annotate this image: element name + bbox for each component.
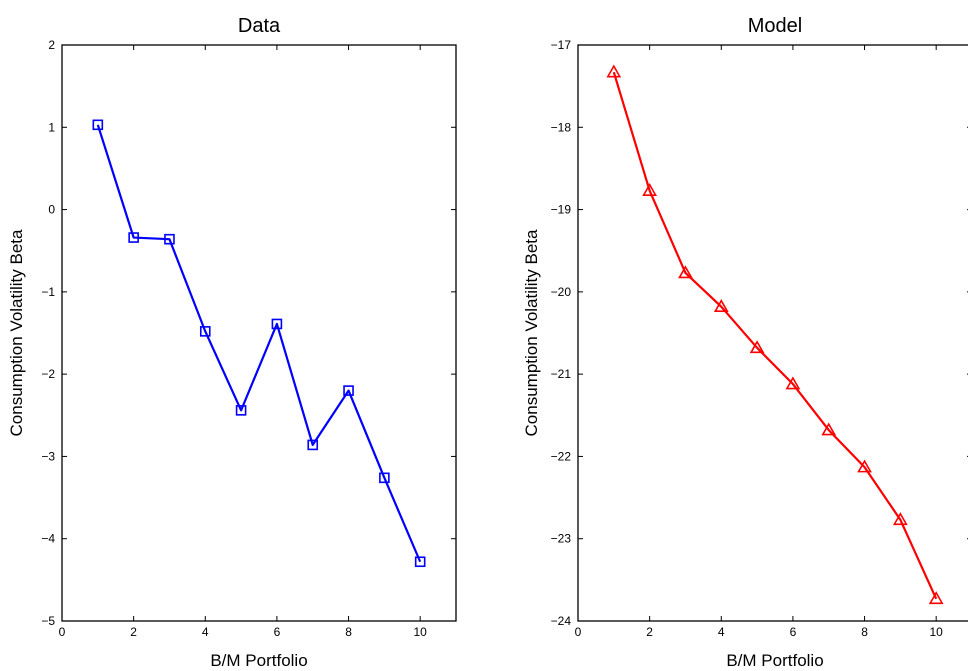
x-tick-label: 8 (861, 625, 868, 639)
data-point (642, 183, 658, 196)
y-tick-label: −1 (41, 285, 55, 299)
y-tick-label: 0 (48, 203, 55, 217)
y-axis-label: Consumption Volatility Beta (7, 229, 26, 436)
x-tick-label: 10 (930, 625, 944, 639)
x-tick-label: 6 (790, 625, 797, 639)
y-tick-label: −17 (551, 38, 572, 52)
y-tick-label: −5 (41, 614, 55, 628)
y-tick-label: −4 (41, 532, 55, 546)
series-line (96, 124, 422, 563)
data-point (606, 64, 622, 78)
y-tick-label: −2 (41, 367, 55, 381)
chart-title: Model (748, 15, 802, 37)
series-line (612, 71, 938, 600)
data-point (307, 439, 319, 451)
data-point (928, 591, 944, 605)
chart-title: Data (238, 15, 281, 37)
chart-panel-model: 0 2 4 6 8 10 −24 −23 −22 −21 −20 −19 −18 −17 Model B/M … (522, 15, 968, 670)
data-point (343, 385, 354, 396)
y-tick-label: −19 (551, 203, 572, 217)
data-point (857, 459, 872, 473)
data-point (414, 556, 426, 568)
plot-frame (61, 44, 457, 622)
data-point (749, 340, 765, 354)
x-tick-label: 4 (202, 625, 209, 639)
data-point (379, 472, 390, 484)
x-tick-label: 10 (414, 625, 428, 639)
y-tick-label: 2 (48, 38, 55, 52)
data-point (164, 233, 175, 245)
data-point (128, 232, 139, 243)
y-tick-label: −22 (551, 449, 572, 463)
data-point (892, 512, 908, 526)
chart-panel-data: 0 2 4 6 8 10 −5 −4 −3 −2 −1 0 1 2 Data B/M Portfolio Con… (7, 15, 457, 670)
x-tick-label: 0 (59, 625, 66, 639)
data-point (271, 318, 283, 330)
data-point (678, 265, 693, 279)
y-tick-label: −21 (551, 367, 572, 381)
x-tick-label: 2 (130, 625, 137, 639)
data-point (235, 405, 247, 416)
y-tick-label: −20 (551, 285, 572, 299)
y-tick-label: −24 (551, 614, 572, 628)
x-axis-label: B/M Portfolio (726, 651, 823, 670)
x-tick-label: 6 (274, 625, 281, 639)
data-point (199, 326, 211, 337)
data-point (713, 299, 729, 312)
y-tick-label: −23 (551, 532, 572, 546)
data-point (785, 376, 801, 390)
y-tick-label: 1 (48, 120, 55, 134)
x-tick-label: 4 (718, 625, 725, 639)
y-axis-label: Consumption Volatility Beta (522, 229, 541, 436)
x-tick-label: 2 (646, 625, 653, 639)
x-tick-label: 8 (345, 625, 352, 639)
y-tick-label: −3 (41, 449, 55, 463)
y-tick-label: −18 (551, 120, 572, 134)
data-point (92, 119, 104, 131)
plot-frame (577, 44, 968, 622)
data-point (821, 422, 837, 436)
x-tick-label: 0 (575, 625, 582, 639)
x-axis-label: B/M Portfolio (210, 651, 307, 670)
